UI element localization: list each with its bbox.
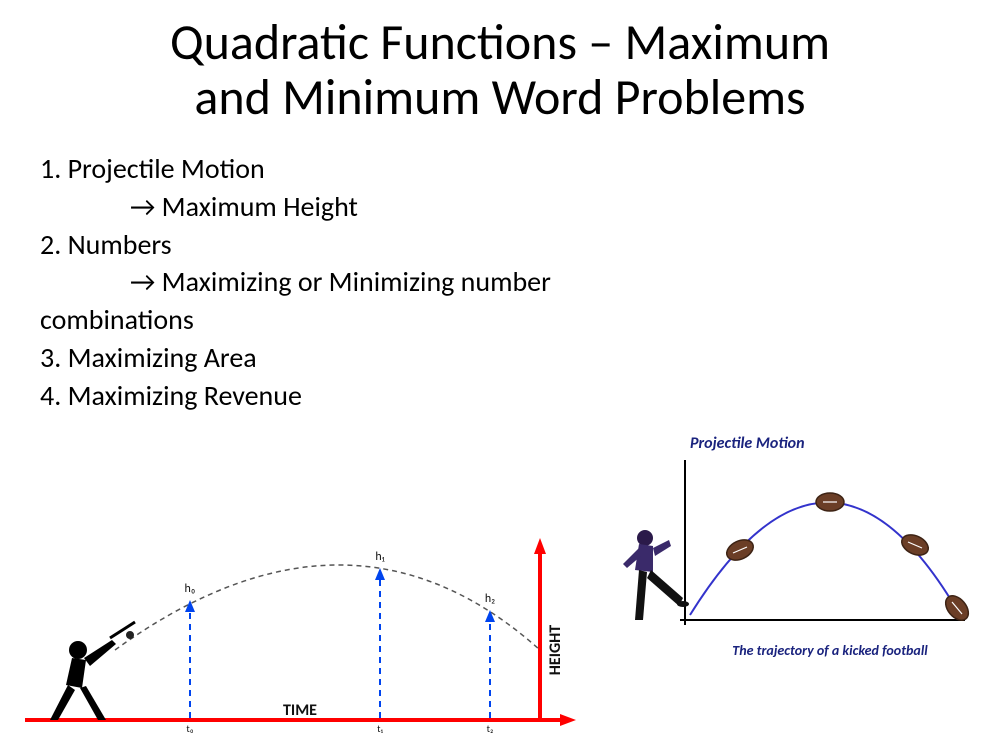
diagram-area: h₀ t₀ h₁ t₁ h₂ t₂ TIME HEIGHT (0, 490, 1000, 750)
football-3 (899, 531, 932, 559)
kick-svg: Projectile Motion (575, 430, 975, 690)
title-line-1: Quadratic Functions – Maximum (170, 12, 830, 73)
h0-label: h₀ (185, 582, 196, 596)
batter-svg: h₀ t₀ h₁ t₁ h₂ t₂ TIME HEIGHT (20, 520, 580, 740)
height-axis-arrow (534, 538, 546, 554)
batter-diagram: h₀ t₀ h₁ t₁ h₂ t₂ TIME HEIGHT (20, 520, 580, 740)
football-2 (816, 493, 844, 511)
h2-arrow (485, 610, 495, 622)
kick-title: Projectile Motion (690, 434, 805, 453)
slide: Quadratic Functions – Maximum and Minimu… (0, 0, 1000, 750)
list-item-1: 1. Projectile Motion (40, 150, 960, 188)
slide-title: Quadratic Functions – Maximum and Minimu… (0, 0, 1000, 125)
list-item-2-sub: → Maximizing or Minimizing number (40, 263, 960, 301)
ball-icon (126, 631, 134, 639)
t1-label: t₁ (377, 722, 383, 735)
time-axis-arrow (560, 714, 576, 726)
list-item-2-sub-wrap: combinations (40, 301, 960, 339)
kick-diagram: Projectile Motion (575, 430, 975, 690)
list-item-4: 4. Maximizing Revenue (40, 377, 960, 415)
height-label: HEIGHT (546, 625, 565, 675)
list-item-1-sub: → Maximum Height (40, 188, 960, 226)
h1-arrow (375, 568, 385, 580)
list-item-3: 3. Maximizing Area (40, 339, 960, 377)
t0-label: t₀ (186, 722, 193, 735)
time-label: TIME (283, 701, 317, 720)
title-line-2: and Minimum Word Problems (194, 67, 805, 128)
h2-label: h₂ (485, 592, 495, 606)
h1-label: h₁ (375, 550, 384, 564)
kicker-icon (623, 530, 689, 620)
football-1 (724, 536, 757, 564)
batter-icon (50, 622, 135, 720)
list-item-2: 2. Numbers (40, 226, 960, 264)
kick-caption: The trajectory of a kicked football (732, 642, 928, 659)
t2-label: t₂ (487, 722, 494, 735)
slide-body: 1. Projectile Motion → Maximum Height 2.… (0, 125, 1000, 415)
trajectory-curve (115, 565, 540, 650)
